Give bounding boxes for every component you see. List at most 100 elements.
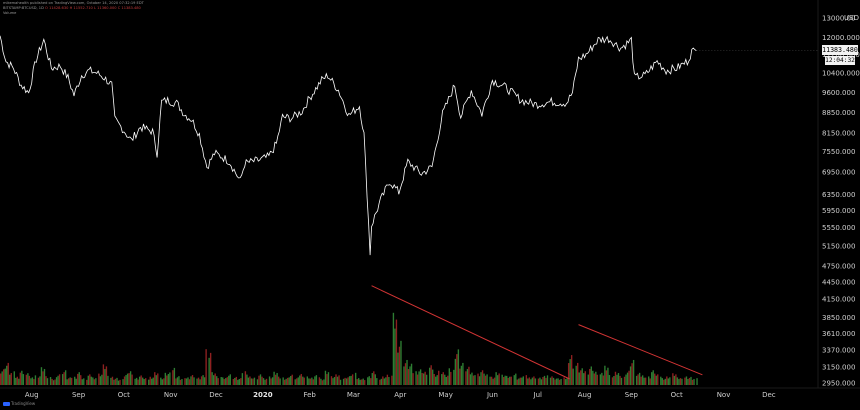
volume-label: Volume bbox=[3, 11, 16, 16]
volume-bar bbox=[67, 378, 70, 385]
volume-bar bbox=[99, 376, 102, 385]
volume-bar bbox=[347, 377, 349, 385]
footer-brand-text: TradingView bbox=[11, 401, 36, 406]
volume-bar bbox=[140, 375, 142, 385]
volume-bar bbox=[336, 376, 339, 385]
ohlc-open: O 11428.630 bbox=[45, 6, 69, 10]
volume-bar bbox=[691, 379, 694, 385]
volume-bar bbox=[465, 371, 467, 385]
volume-bar bbox=[661, 378, 663, 385]
volume-bar bbox=[285, 378, 287, 385]
x-tick-label: Oct bbox=[118, 391, 130, 399]
volume-bar bbox=[688, 377, 691, 385]
volume-bar bbox=[277, 376, 280, 385]
volume-bar bbox=[370, 378, 372, 385]
volume-bar bbox=[407, 369, 410, 385]
volume-bar bbox=[578, 372, 580, 385]
volume-bar bbox=[602, 375, 605, 385]
volume-bar bbox=[179, 379, 182, 385]
volume-trendline[interactable] bbox=[371, 285, 570, 380]
volume-bar bbox=[129, 371, 132, 385]
price-line bbox=[0, 35, 697, 256]
volume-bar bbox=[145, 378, 147, 385]
volume-bar bbox=[638, 372, 641, 385]
volume-bar bbox=[454, 358, 457, 385]
volume-bar bbox=[354, 372, 357, 385]
volume-bar bbox=[259, 374, 262, 385]
volume-bar bbox=[424, 371, 426, 385]
volume-bar bbox=[655, 375, 657, 385]
volume-bar bbox=[462, 362, 464, 385]
volume-bar bbox=[54, 379, 56, 385]
volume-bar bbox=[143, 379, 145, 385]
volume-bar bbox=[613, 376, 615, 385]
volume-bar bbox=[357, 378, 360, 385]
volume-bar bbox=[274, 374, 277, 385]
volume-bar bbox=[619, 375, 621, 385]
volume-bar bbox=[632, 359, 635, 385]
chart-header: mikemahealth published on TradingView.co… bbox=[3, 1, 144, 6]
x-tick-label: Dec bbox=[762, 391, 776, 399]
volume-bar bbox=[279, 378, 281, 385]
volume-bar bbox=[641, 375, 644, 385]
volume-bar bbox=[339, 379, 342, 385]
volume-bar bbox=[57, 375, 59, 385]
volume-bar bbox=[570, 355, 573, 385]
volume-bar bbox=[690, 376, 692, 385]
volume-bar bbox=[558, 379, 561, 385]
volume-bar bbox=[614, 371, 617, 385]
volume-bar bbox=[572, 368, 574, 385]
volume-bar bbox=[241, 373, 244, 385]
volume-bar bbox=[515, 373, 517, 385]
volume-bar bbox=[258, 375, 260, 385]
volume-bar bbox=[534, 378, 537, 385]
volume-bar bbox=[137, 379, 139, 385]
volume-bar bbox=[435, 376, 437, 385]
volume-bar bbox=[0, 373, 2, 385]
volume-bar bbox=[81, 379, 83, 385]
volume-bar bbox=[631, 363, 633, 385]
volume-bar bbox=[584, 371, 586, 385]
volume-bar bbox=[110, 377, 112, 385]
volume-bar bbox=[166, 375, 168, 385]
volume-bar bbox=[604, 365, 606, 385]
volume-bar bbox=[359, 379, 361, 385]
volume-bar bbox=[540, 379, 543, 385]
volume-bar bbox=[590, 366, 592, 385]
volume-bar bbox=[187, 377, 189, 385]
volume-bar bbox=[445, 377, 447, 385]
volume-bar bbox=[566, 378, 568, 385]
volume-bar bbox=[549, 377, 552, 385]
volume-bar bbox=[362, 378, 364, 385]
y-tick-label: 3610.000 bbox=[822, 330, 855, 338]
volume-bar bbox=[433, 373, 435, 385]
volume-bar bbox=[468, 366, 470, 385]
volume-bar bbox=[684, 377, 686, 385]
volume-bar bbox=[448, 368, 450, 385]
volume-bar bbox=[667, 378, 670, 385]
volume-bar bbox=[188, 379, 191, 385]
volume-bar bbox=[551, 376, 553, 385]
volume-bar bbox=[525, 375, 528, 385]
y-tick-label: 5550.000 bbox=[822, 224, 855, 232]
volume-bar bbox=[403, 366, 405, 385]
volume-bar bbox=[493, 377, 496, 385]
trendlines bbox=[371, 285, 703, 380]
volume-bar bbox=[406, 359, 408, 385]
volume-bar bbox=[46, 378, 49, 385]
volume-bar bbox=[13, 371, 15, 385]
volume-bar bbox=[199, 379, 201, 385]
volume-bar bbox=[382, 376, 384, 385]
volume-bar bbox=[93, 379, 96, 385]
volume-trendline[interactable] bbox=[578, 324, 703, 376]
volume-bar bbox=[309, 378, 312, 385]
volume-bar bbox=[64, 370, 67, 385]
volume-bar bbox=[361, 379, 363, 385]
volume-bar bbox=[163, 378, 165, 385]
y-tick-label: 3150.000 bbox=[822, 363, 855, 371]
volume-bar bbox=[288, 377, 290, 385]
volume-bar bbox=[657, 374, 659, 385]
volume-bar bbox=[273, 371, 275, 385]
volume-bar bbox=[422, 373, 425, 385]
